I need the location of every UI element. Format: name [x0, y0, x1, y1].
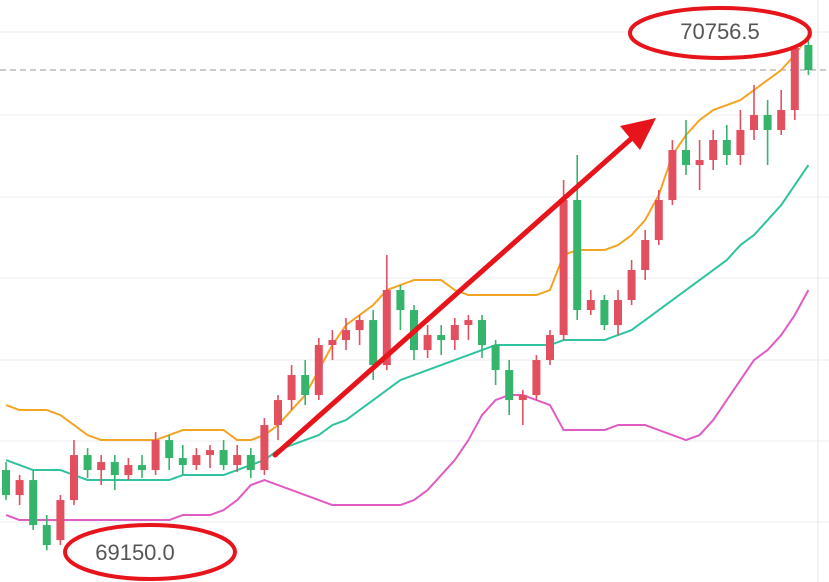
candle-body [15, 480, 24, 496]
candle-body [138, 465, 146, 471]
candle-body [56, 500, 65, 541]
highlight-ellipse [63, 523, 237, 581]
candle-body [151, 440, 160, 471]
highlight-ellipse [628, 6, 812, 60]
candle-body [804, 45, 813, 71]
candle-body [70, 455, 78, 501]
candle-body [627, 270, 636, 301]
candle-body [29, 480, 38, 526]
candle-body [668, 150, 677, 201]
candle-body [464, 320, 473, 326]
candle-body [641, 240, 650, 271]
trend-arrow [272, 135, 635, 458]
candle-body [559, 200, 568, 336]
candle-body [97, 462, 106, 471]
candle-body [573, 200, 582, 311]
arrow-head [620, 118, 656, 150]
candle-body [178, 458, 187, 466]
candle-body [110, 462, 119, 476]
candle-body [518, 395, 527, 401]
candle-body [478, 320, 486, 346]
candle-body [586, 300, 595, 311]
candle-body [42, 525, 51, 546]
candle-body [124, 465, 133, 476]
label-background [640, 18, 800, 48]
plot-area [0, 32, 829, 551]
candle-body [600, 300, 609, 326]
candle-body [165, 440, 174, 459]
band-line [5, 164, 810, 482]
candle-body [301, 375, 310, 396]
candle-body [763, 115, 772, 131]
band-line [5, 289, 810, 522]
candle-body [396, 290, 405, 311]
candle-body [219, 450, 228, 466]
candle-body [246, 455, 255, 471]
candle-body [695, 160, 704, 166]
band-line [5, 34, 810, 442]
candle-body [192, 455, 201, 466]
candle-body [790, 45, 799, 111]
candle-body [682, 150, 690, 166]
candle-body [546, 335, 554, 361]
candle-body [369, 320, 378, 366]
candle-body [287, 375, 296, 401]
candle-body [382, 290, 391, 366]
candle-body [491, 345, 500, 371]
candle-body [233, 455, 242, 466]
candle-body [709, 140, 718, 161]
candle-body [437, 335, 446, 341]
candle-body [274, 400, 282, 426]
candle-body [355, 320, 364, 331]
high-value-label: 70756.5 [680, 19, 760, 44]
candle-body [450, 325, 459, 341]
candle-body [722, 140, 731, 156]
candle-body [342, 330, 350, 341]
candle-body [206, 450, 214, 456]
candle-body [328, 340, 337, 346]
candle-body [614, 300, 622, 326]
candle-body [532, 360, 541, 396]
candle-body [736, 130, 745, 156]
candle-body [83, 455, 92, 471]
candle-body [777, 110, 786, 131]
candle-body [260, 425, 269, 471]
candle-body [505, 370, 514, 401]
low-value-label: 69150.0 [95, 540, 175, 565]
candle-body [750, 115, 758, 131]
candle-body [423, 335, 432, 351]
annotations: 70756.5 69150.0 [63, 6, 812, 581]
candle-body [2, 470, 10, 496]
candle-body [654, 200, 663, 241]
candle-body [314, 345, 323, 396]
